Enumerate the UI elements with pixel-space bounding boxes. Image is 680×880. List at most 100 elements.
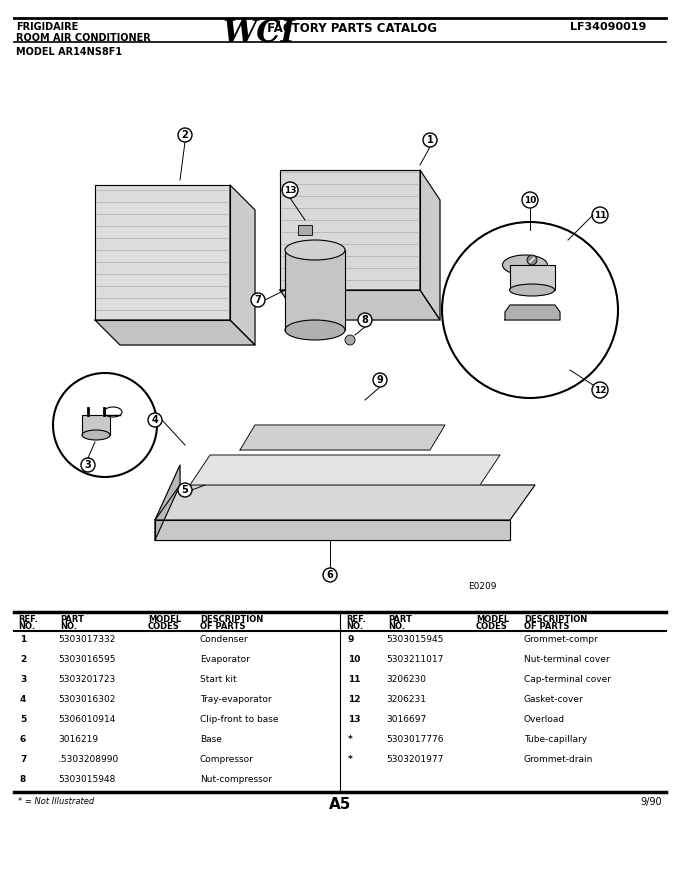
Circle shape [178,483,192,497]
Text: 1: 1 [20,635,27,644]
Circle shape [53,373,157,477]
Polygon shape [95,185,230,320]
Text: 3206230: 3206230 [386,675,426,684]
Text: 4: 4 [152,415,158,425]
Circle shape [527,255,537,265]
Text: CODES: CODES [148,622,180,631]
Text: NO.: NO. [60,622,77,631]
Text: * = Not Illustrated: * = Not Illustrated [18,797,95,806]
Text: 13: 13 [284,186,296,194]
Polygon shape [505,305,560,320]
Polygon shape [230,185,255,345]
Text: 6: 6 [20,735,27,744]
Text: 5303016302: 5303016302 [58,695,116,704]
Ellipse shape [285,320,345,340]
Text: 3016697: 3016697 [386,715,426,724]
Text: REF.: REF. [18,615,38,624]
Text: Cap-terminal cover: Cap-terminal cover [524,675,611,684]
Circle shape [442,222,618,398]
Bar [298,225,312,235]
Text: 5303201977: 5303201977 [386,755,443,764]
Circle shape [592,382,608,398]
Text: 5303211017: 5303211017 [386,655,443,664]
Bar [510,265,555,290]
Text: Grommet-drain: Grommet-drain [524,755,594,764]
Text: REF.: REF. [346,615,366,624]
Bar [285,250,345,330]
Polygon shape [155,465,180,540]
Ellipse shape [285,240,345,260]
Circle shape [522,192,538,208]
Polygon shape [155,485,535,520]
Text: 7: 7 [20,755,27,764]
Text: 1: 1 [426,135,433,145]
Ellipse shape [509,284,554,296]
Circle shape [148,413,162,427]
Circle shape [358,313,372,327]
Text: *: * [348,755,353,764]
Text: 8: 8 [362,315,369,325]
Text: 9: 9 [377,375,384,385]
Text: Nut-terminal cover: Nut-terminal cover [524,655,610,664]
Text: 10: 10 [524,195,537,204]
Text: *: * [348,735,353,744]
Text: 5303017776: 5303017776 [386,735,443,744]
Text: 3206231: 3206231 [386,695,426,704]
Text: 3016219: 3016219 [58,735,98,744]
Text: MODEL AR14NS8F1: MODEL AR14NS8F1 [16,47,122,57]
Text: 5303015945: 5303015945 [386,635,443,644]
Text: Clip-front to base: Clip-front to base [200,715,279,724]
Text: NO.: NO. [18,622,35,631]
Text: DESCRIPTION: DESCRIPTION [200,615,263,624]
Text: FACTORY PARTS CATALOG: FACTORY PARTS CATALOG [263,22,437,35]
Text: Start kit: Start kit [200,675,237,684]
Text: PART: PART [60,615,84,624]
Text: Compressor: Compressor [200,755,254,764]
Polygon shape [280,290,440,320]
Text: 12: 12 [594,385,607,394]
Bar [82,415,110,435]
Text: OF PARTS: OF PARTS [200,622,245,631]
Text: 5: 5 [20,715,27,724]
Text: 5306010914: 5306010914 [58,715,116,724]
Circle shape [251,293,265,307]
Text: NO.: NO. [346,622,363,631]
Text: 13: 13 [348,715,360,724]
Text: 2: 2 [182,130,188,140]
Text: 11: 11 [594,210,607,219]
Text: Base: Base [200,735,222,744]
Text: 8: 8 [20,775,27,784]
Polygon shape [155,520,510,540]
Text: ROOM AIR CONDITIONER: ROOM AIR CONDITIONER [16,33,151,43]
Text: MODEL: MODEL [476,615,509,624]
Text: 9: 9 [348,635,354,644]
Text: DESCRIPTION: DESCRIPTION [524,615,588,624]
Text: Tube-capillary: Tube-capillary [524,735,587,744]
Text: 10: 10 [348,655,360,664]
Polygon shape [280,170,420,290]
Text: 3: 3 [84,460,91,470]
Ellipse shape [503,255,547,275]
Text: Overload: Overload [524,715,565,724]
Text: Gasket-cover: Gasket-cover [524,695,583,704]
Text: 7: 7 [254,295,261,305]
Circle shape [373,373,387,387]
Circle shape [592,207,608,223]
Text: A5: A5 [329,797,351,812]
Circle shape [81,458,95,472]
Text: FRIGIDAIRE: FRIGIDAIRE [16,22,78,32]
Circle shape [345,335,355,345]
Text: Grommet-compr: Grommet-compr [524,635,599,644]
Polygon shape [95,320,255,345]
Text: NO.: NO. [388,622,405,631]
Text: MODEL: MODEL [148,615,181,624]
Polygon shape [240,425,445,450]
Text: 5303201723: 5303201723 [58,675,115,684]
Text: 5303017332: 5303017332 [58,635,116,644]
Text: 5303015948: 5303015948 [58,775,116,784]
Text: 6: 6 [326,570,333,580]
Text: 3: 3 [20,675,27,684]
Circle shape [323,568,337,582]
Text: PART: PART [388,615,412,624]
Text: E0209: E0209 [468,582,496,591]
